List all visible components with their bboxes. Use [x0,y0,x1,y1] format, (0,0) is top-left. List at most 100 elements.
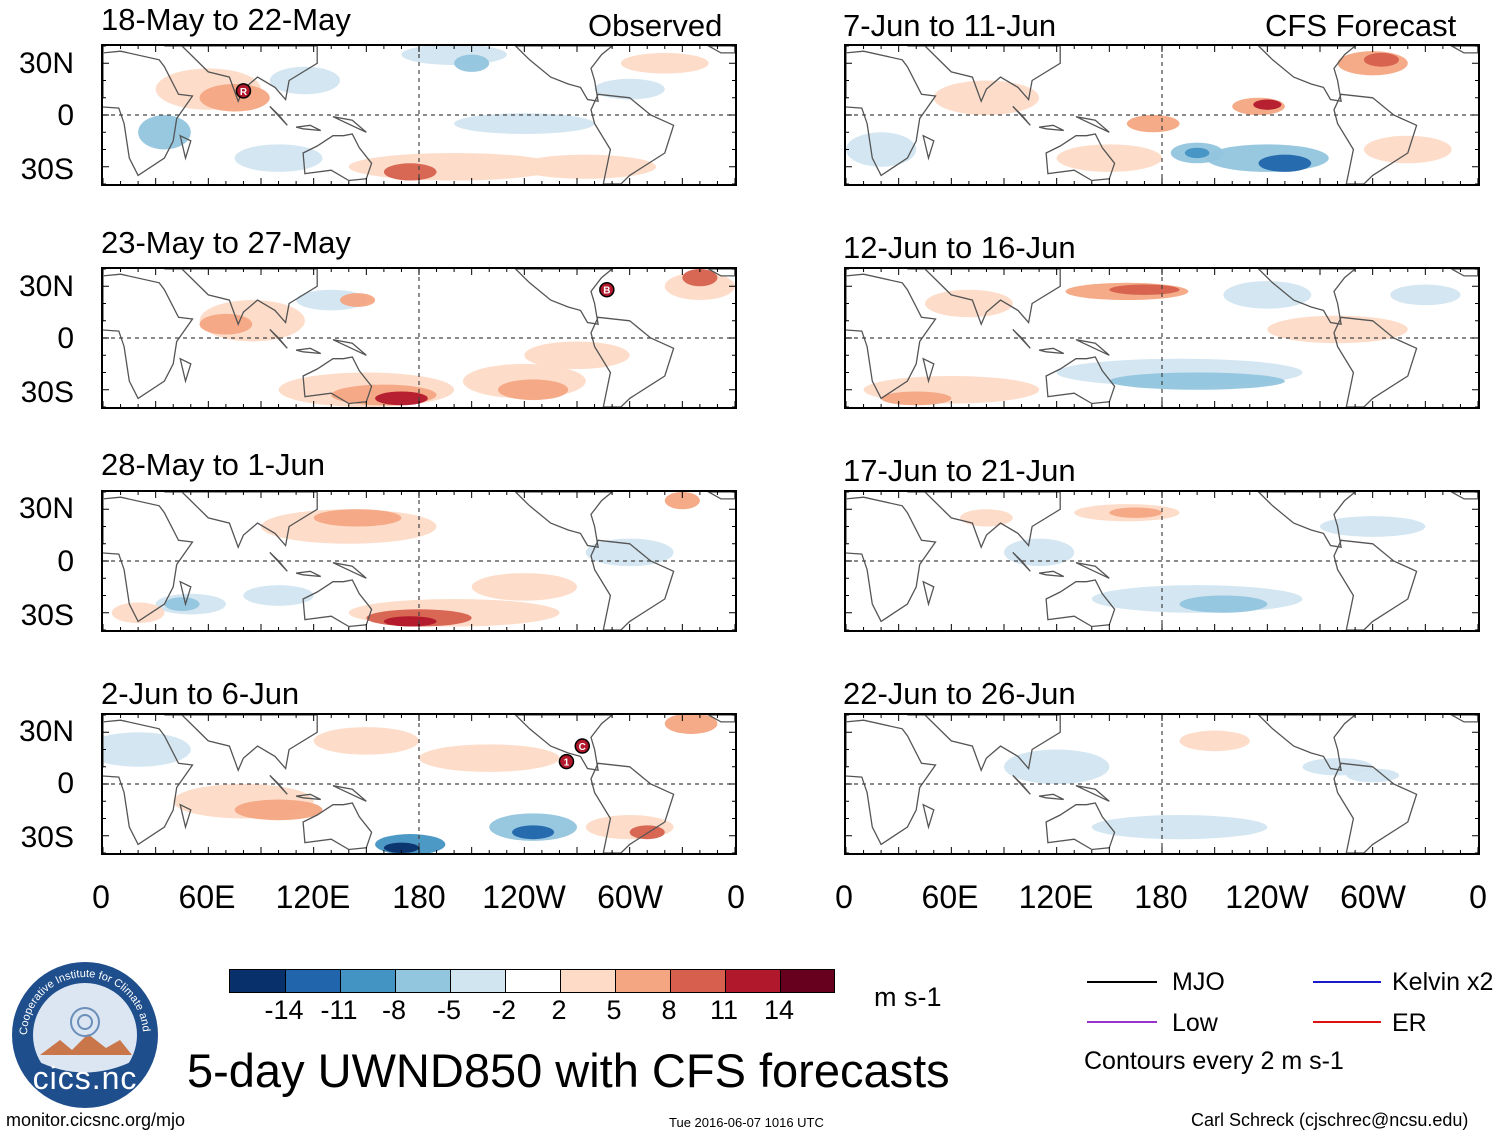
fc-2-field [846,269,1478,407]
anomaly-region [243,585,314,606]
anomaly-region [1390,284,1461,306]
lon-label: 120W [482,879,566,915]
colorbar-tick: 11 [709,995,739,1025]
anomaly-region [1363,135,1452,164]
coastline [1012,774,1031,795]
coastline [179,134,192,161]
anomaly-region [498,379,569,401]
coastline [179,803,192,830]
coastline [1012,328,1031,349]
anomaly-region [620,52,709,74]
anomaly-region [1056,144,1162,172]
lat-label-eq: 0 [57,767,74,800]
coastline [103,719,194,846]
coastline [332,116,367,133]
coastline [846,496,937,623]
storm-marker: B [599,281,615,298]
coastline [164,46,318,103]
anomaly-region [1126,115,1180,133]
coastline [1333,762,1418,853]
legend-low-line [1087,1021,1157,1023]
colorbar-swatch [615,970,670,992]
anomaly-region [340,293,376,307]
coastline [590,539,675,630]
coastline [302,802,373,851]
lon-label: 120W [1225,879,1309,915]
coastline [907,46,1061,103]
fc-2-map [844,267,1480,409]
obs-2-field: B [103,269,735,407]
coastline [514,46,614,102]
anomaly-region [419,744,560,772]
coastline [1012,551,1031,572]
coastline [1450,492,1478,500]
anomaly-region [1004,749,1110,784]
anomaly-region [594,78,665,100]
colorbar-tick: 5 [606,995,622,1025]
legend-er-line [1313,1021,1381,1023]
colorbar-tick: -8 [381,995,407,1025]
lon-label: 0 [1469,879,1487,915]
coastline [103,50,194,177]
colorbar-tick: 14 [763,995,795,1025]
fc-2-period: 12-Jun to 16-Jun [843,230,1076,265]
anomaly-region [1320,516,1426,537]
colorbar-swatch [395,970,450,992]
anomaly-region [1179,595,1268,613]
storm-marker-label: C [579,742,586,753]
coastline [164,715,318,772]
legend-kelvin-line [1313,981,1381,983]
anomaly-region [138,115,191,150]
colorbar-tick: 2 [551,995,567,1025]
coastline [590,762,675,853]
colorbar-tick: -5 [436,995,462,1025]
coastline [1450,46,1478,54]
footer-url: monitor.cicsnc.org/mjo [6,1110,186,1130]
coastline [514,715,614,771]
coastline [707,492,735,500]
coastline [269,774,288,795]
obs-3-period: 28-May to 1-Jun [101,447,325,482]
colorbar-tick: -11 [320,995,358,1025]
anomaly-region [585,538,674,567]
coastline [269,551,288,572]
anomaly-region [515,154,656,179]
fc-3-field [846,492,1478,630]
coastline [164,269,318,326]
colorbar-tick: -14 [264,995,304,1025]
coastline [922,803,935,830]
coastline [846,50,937,177]
anomaly-region [846,132,917,167]
anomaly-region [1253,99,1282,110]
anomaly-region [512,825,555,840]
lon-label: 60W [597,879,663,915]
colorbar-swatch [560,970,615,992]
coastline [1075,785,1110,802]
obs-2-map: B [101,267,737,409]
observed-label: Observed [588,8,723,43]
forecast-label: CFS Forecast [1265,8,1457,43]
colorbar-swatch [230,970,285,992]
fc-3-period: 17-Jun to 21-Jun [843,453,1076,488]
lat-label-eq: 0 [57,99,74,132]
colorbar-swatch [670,970,725,992]
coastline [707,715,735,723]
coastline [707,269,735,277]
storm-marker-label: R [240,87,248,98]
anomaly-region [1223,281,1312,309]
obs-4-field: 1C [103,715,735,853]
anomaly-region [1091,815,1268,840]
lat-label-30s: 30S [20,376,74,409]
coastline [590,93,675,184]
lon-label: 180 [1134,879,1188,915]
anomaly-region [383,616,437,627]
lon-label: 180 [392,879,446,915]
coastline [295,793,321,801]
anomaly-region [313,727,419,755]
anomaly-region [383,842,420,853]
fc-3-map [844,490,1480,632]
coastline [1045,133,1116,182]
coastline [1045,802,1116,851]
anomaly-region [234,144,323,172]
